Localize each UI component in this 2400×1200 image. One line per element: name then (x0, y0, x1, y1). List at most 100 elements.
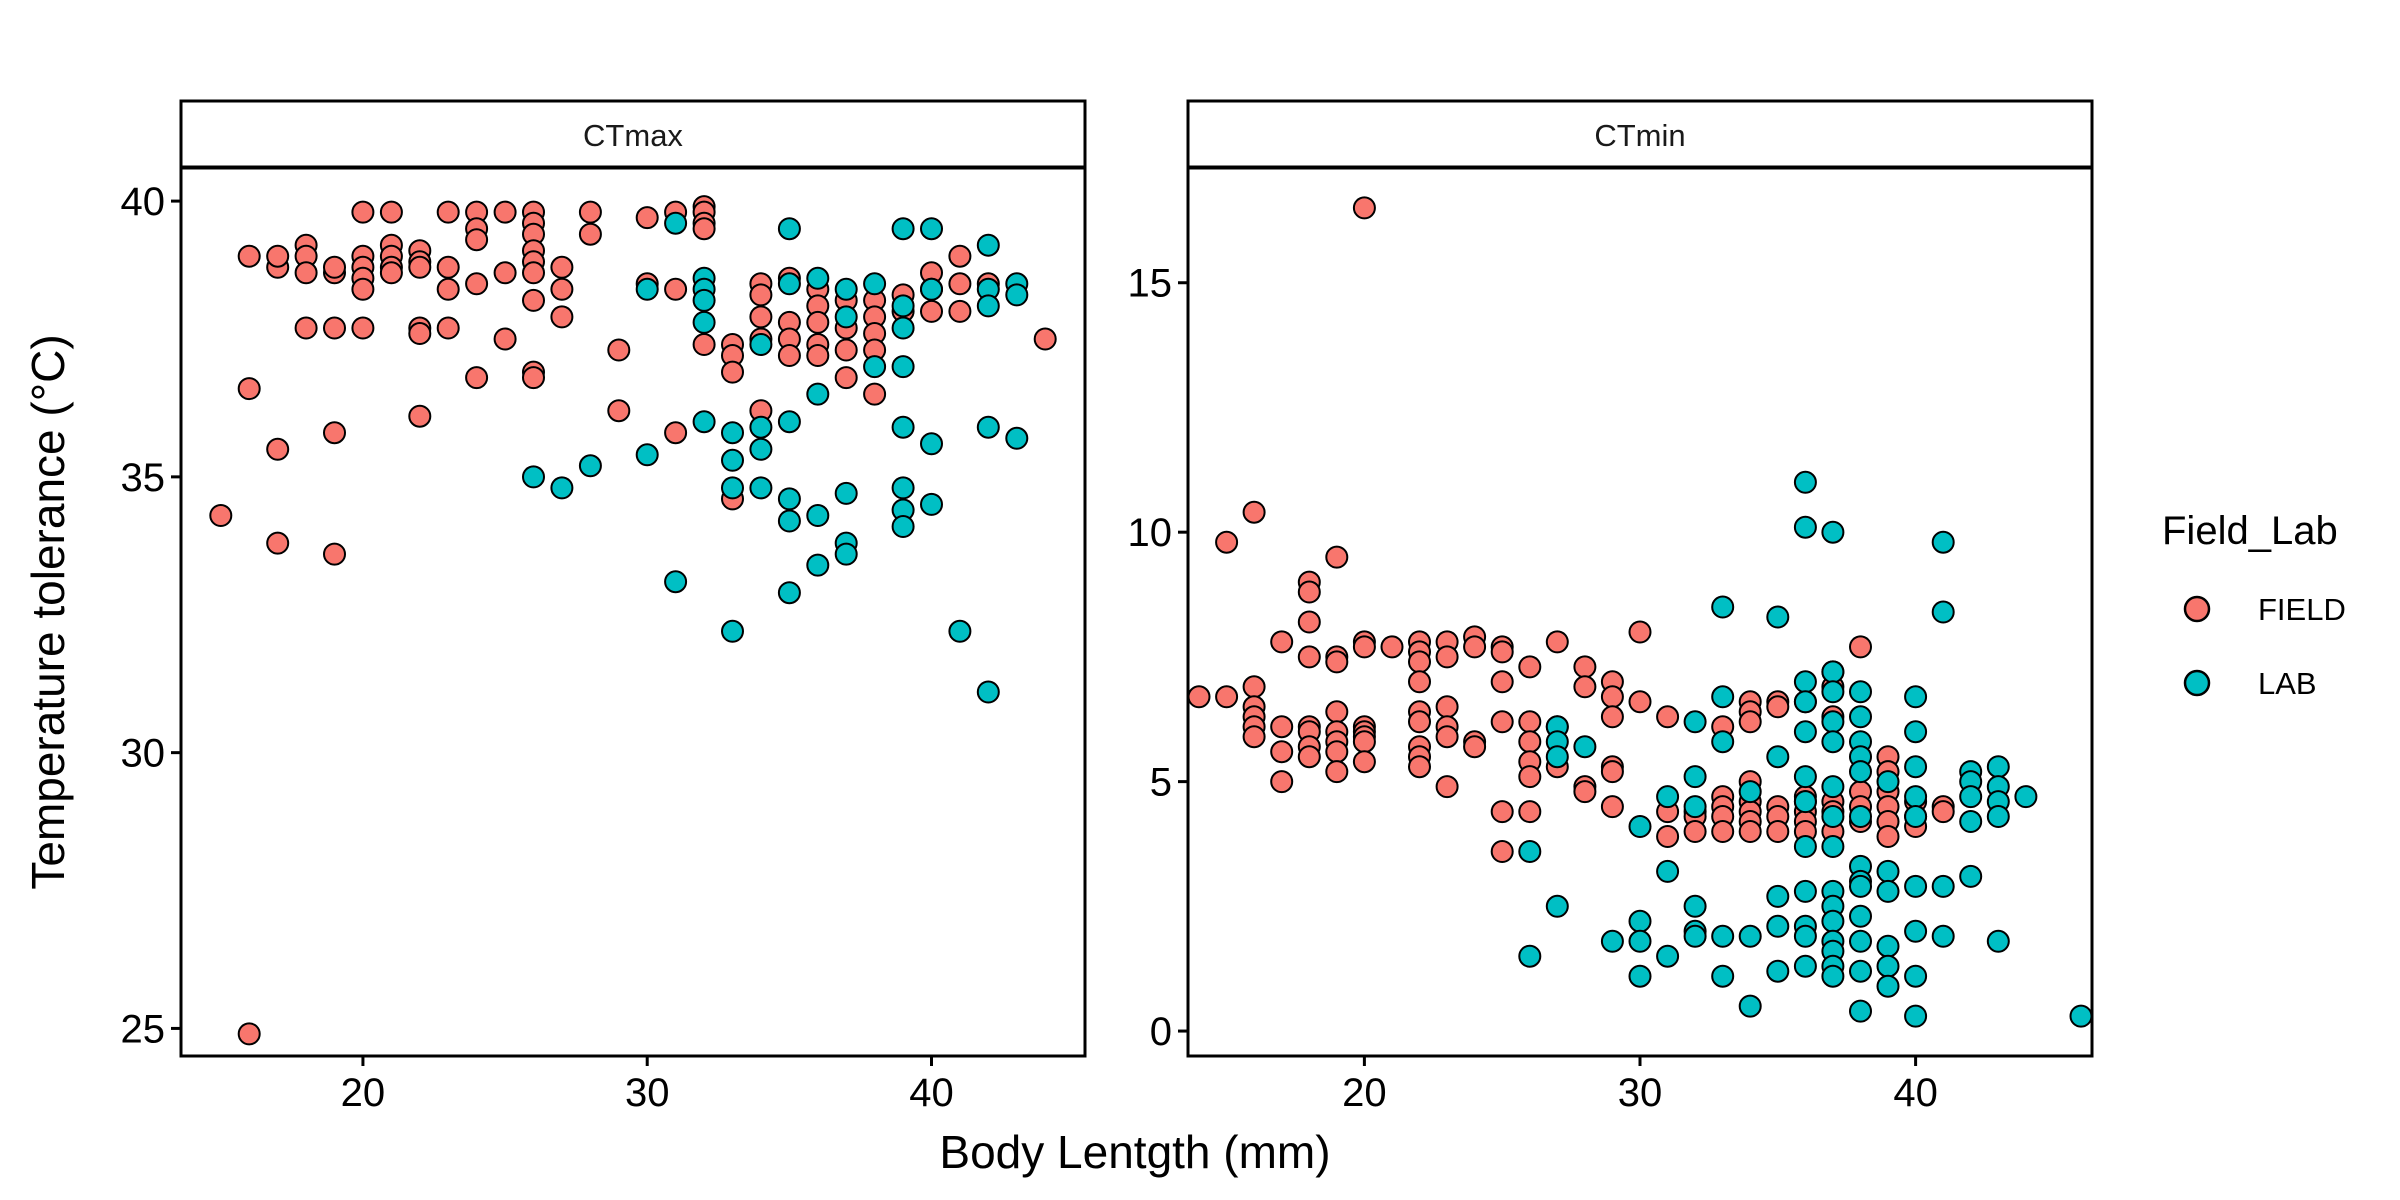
x-tick-label-ctmin: 40 (1893, 1071, 1938, 1115)
point-lab (891, 415, 915, 439)
point-field (1270, 770, 1294, 794)
point-field (1270, 740, 1294, 764)
point-lab (1904, 1004, 1928, 1028)
point-lab (863, 355, 887, 379)
point-field (323, 542, 346, 566)
point-lab (1904, 874, 1928, 898)
point-lab (1628, 909, 1652, 933)
point-lab (664, 211, 688, 235)
point-lab (1959, 785, 1983, 809)
point-lab (692, 288, 716, 312)
point-lab (1876, 879, 1900, 903)
point-lab (1738, 924, 1762, 948)
point-lab (834, 305, 858, 329)
ticks-layer-ctmax: 20 30 40 25 30 35 40 (121, 180, 954, 1115)
point-field (1352, 635, 1376, 659)
x-tick-label-ctmax: 20 (341, 1071, 386, 1115)
point-field (1033, 327, 1057, 351)
point-field (1628, 690, 1652, 714)
point-field (522, 288, 545, 312)
point-field (436, 316, 460, 340)
panel-border-ctmax (179, 166, 1087, 1058)
point-field (1352, 196, 1376, 220)
point-lab (1821, 680, 1845, 704)
point-field (1573, 655, 1597, 679)
x-tick-label-ctmin: 20 (1342, 1071, 1387, 1115)
point-lab (1793, 924, 1817, 948)
point-field (1435, 775, 1459, 799)
point-lab (834, 542, 858, 566)
point-lab (891, 515, 915, 538)
point-lab (1738, 780, 1762, 804)
point-field (948, 244, 972, 268)
point-field (834, 366, 858, 390)
point-field (1325, 545, 1349, 569)
point-field (1490, 640, 1514, 664)
point-lab (1793, 954, 1817, 978)
point-lab (920, 277, 943, 301)
point-lab (1931, 874, 1955, 898)
point-lab (1904, 755, 1928, 779)
strip-label-ctmax: CTmax (583, 118, 683, 153)
point-field (1518, 765, 1542, 789)
point-field (1463, 635, 1487, 659)
point-field (237, 1022, 261, 1046)
point-field (1766, 695, 1790, 719)
point-field (1573, 675, 1597, 699)
point-lab (976, 415, 1000, 439)
point-lab (578, 454, 602, 478)
point-lab (1849, 805, 1872, 828)
point-lab (1766, 959, 1790, 983)
point-lab (721, 619, 744, 643)
point-field (323, 316, 346, 340)
point-lab (1959, 864, 1983, 888)
point-field (1242, 725, 1266, 749)
point-field (493, 261, 517, 285)
point-lab (891, 355, 915, 379)
point-lab (1793, 835, 1817, 858)
point-lab (1628, 815, 1652, 838)
point-field (1187, 685, 1211, 709)
point-field (323, 421, 346, 445)
point-field (1435, 725, 1459, 749)
point-lab (1683, 795, 1707, 819)
point-lab (1849, 874, 1872, 898)
point-lab (1849, 680, 1872, 704)
x-tick-label-ctmax: 30 (625, 1071, 670, 1115)
point-lab (976, 680, 1000, 704)
point-lab (806, 266, 830, 290)
x-axis-title: Body Lentgth (mm) (939, 1126, 1330, 1178)
point-lab (1518, 840, 1542, 863)
point-field (1435, 695, 1459, 719)
point-field (1628, 620, 1652, 644)
point-field (1325, 760, 1349, 784)
point-lab (920, 217, 943, 241)
point-field (351, 200, 375, 224)
point-field (1380, 635, 1404, 659)
point-lab (1793, 765, 1817, 789)
point-lab (1793, 790, 1817, 814)
point-field (607, 338, 631, 362)
strip-box-ctmin (1186, 99, 2094, 169)
point-lab (1600, 929, 1624, 953)
point-field (1490, 800, 1514, 824)
point-lab (1793, 470, 1817, 494)
point-field (1325, 740, 1349, 764)
point-lab (1683, 765, 1707, 789)
point-field (1297, 580, 1321, 604)
y-tick-label-ctmax: 25 (121, 1007, 166, 1051)
point-field (777, 344, 801, 367)
point-lab (721, 448, 744, 472)
point-field (266, 244, 290, 268)
point-field (294, 261, 318, 285)
point-lab (1711, 730, 1735, 754)
point-lab (1849, 760, 1872, 784)
point-field (465, 272, 489, 296)
point-field (1600, 795, 1624, 819)
x-tick-label-ctmax: 40 (909, 1071, 954, 1115)
y-tick-label-ctmin: 10 (1128, 511, 1173, 555)
point-lab (1005, 283, 1029, 307)
point-lab (1904, 805, 1928, 828)
point-field (1325, 700, 1349, 724)
